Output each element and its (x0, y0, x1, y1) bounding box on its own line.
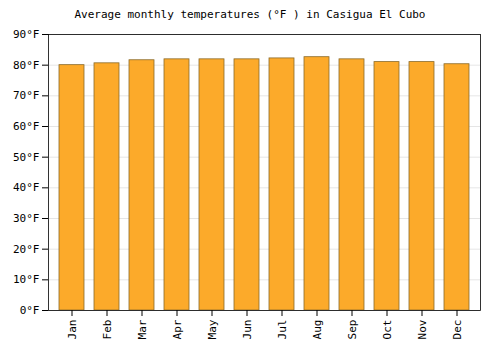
svg-text:30°F: 30°F (13, 212, 40, 225)
svg-text:0°F: 0°F (20, 304, 40, 317)
svg-text:80°F: 80°F (13, 59, 40, 72)
svg-text:Aug: Aug (311, 320, 324, 340)
svg-text:60°F: 60°F (13, 120, 40, 133)
svg-text:90°F: 90°F (13, 28, 40, 41)
svg-text:Mar: Mar (136, 319, 149, 339)
html-text:Average monthly temperatures (: Average monthly temperatures (°F ) in Ca… (74, 8, 426, 21)
svg-text:Jul: Jul (276, 320, 289, 340)
svg-text:Apr: Apr (171, 319, 184, 339)
svg-text:70°F: 70°F (13, 89, 40, 102)
svg-text:Oct: Oct (381, 320, 394, 340)
svg-text:Feb: Feb (101, 320, 114, 340)
svg-text:Jan: Jan (66, 320, 79, 340)
svg-text:10°F: 10°F (13, 273, 40, 286)
svg-text:50°F: 50°F (13, 151, 40, 164)
svg-text:Dec: Dec (451, 320, 464, 340)
svg-text:Nov: Nov (416, 319, 429, 339)
svg-text:Jun: Jun (241, 320, 254, 340)
svg-text:40°F: 40°F (13, 181, 40, 194)
svg-text:Sep: Sep (346, 320, 359, 340)
svg-text:20°F: 20°F (13, 243, 40, 256)
svg-text:May: May (206, 319, 219, 339)
